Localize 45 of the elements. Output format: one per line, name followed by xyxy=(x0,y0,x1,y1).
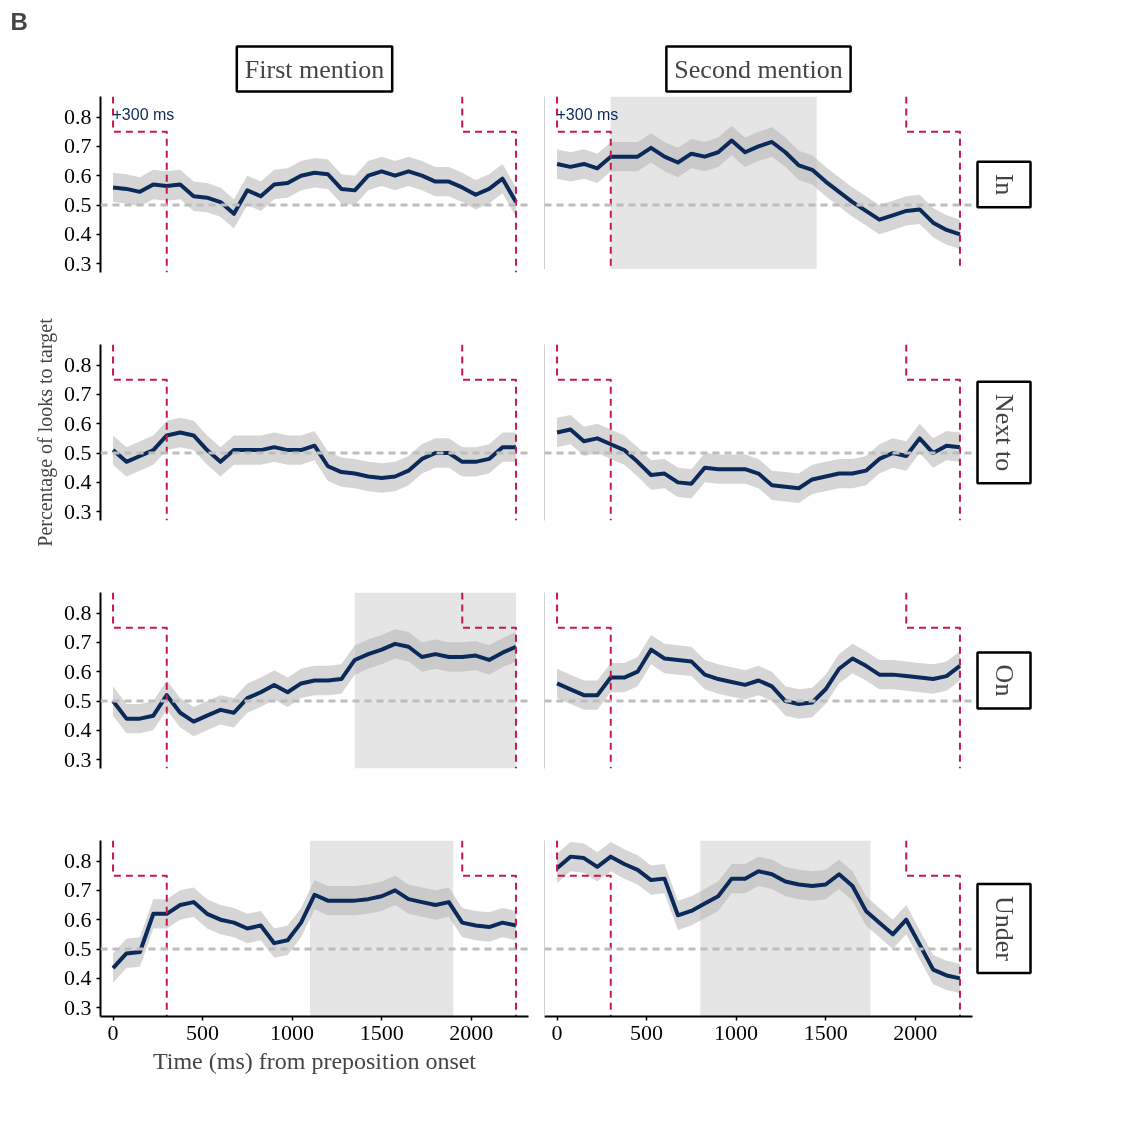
y-tick-label: 0.5 xyxy=(64,688,92,714)
x-tick-label: 0 xyxy=(107,1019,119,1045)
y-tick-label: 0.7 xyxy=(64,629,92,655)
x-tick-label: 1000 xyxy=(270,1019,315,1045)
y-tick-label: 0.7 xyxy=(64,381,92,407)
x-axis-title: Time (ms) from preposition onset xyxy=(152,1047,477,1074)
x-tick-label: 0 xyxy=(551,1019,563,1045)
y-tick-label: 0.4 xyxy=(64,221,92,247)
y-tick-label: 0.7 xyxy=(64,877,92,903)
x-tick-label: 2000 xyxy=(893,1019,938,1045)
y2-axis-title: On xyxy=(989,664,1019,697)
x-tick-label: 500 xyxy=(630,1019,664,1045)
y-tick-label: 0.3 xyxy=(64,250,92,276)
x-tick-label: 1000 xyxy=(714,1019,759,1045)
y2-axis-title: Under xyxy=(989,896,1019,962)
y-tick-label: 0.6 xyxy=(64,410,92,436)
y-tick-label: 0.8 xyxy=(64,600,92,626)
y-tick-label: 0.5 xyxy=(64,936,92,962)
y2-axis-title: Next to xyxy=(989,393,1019,472)
y-tick-label: 0.6 xyxy=(64,162,92,188)
annotation: +300 ms xyxy=(112,106,175,123)
x-tick-label: 2000 xyxy=(449,1019,494,1045)
y-tick-label: 0.6 xyxy=(64,658,92,684)
chart-title: Second mention xyxy=(674,54,843,84)
y-tick-label: 0.3 xyxy=(64,994,92,1020)
x-tick-label: 1500 xyxy=(359,1019,404,1045)
y-tick-label: 0.6 xyxy=(64,906,92,932)
y-tick-label: 0.3 xyxy=(64,498,92,524)
y-tick-label: 0.4 xyxy=(64,717,92,743)
y-tick-label: 0.3 xyxy=(64,746,92,772)
chart-title: First mention xyxy=(244,54,385,84)
y-tick-label: 0.5 xyxy=(64,192,92,218)
y-tick-label: 0.5 xyxy=(64,440,92,466)
x-tick-label: 500 xyxy=(186,1019,220,1045)
y2-axis-title: In xyxy=(989,173,1019,196)
annotation: +300 ms xyxy=(556,106,619,123)
y-tick-label: 0.8 xyxy=(64,104,92,130)
y-axis-title: Percentage of looks to target xyxy=(34,317,57,547)
y-tick-label: 0.8 xyxy=(64,352,92,378)
y-tick-label: 0.7 xyxy=(64,133,92,159)
x-tick-label: 1500 xyxy=(803,1019,848,1045)
y-tick-label: 0.4 xyxy=(64,469,92,495)
text: B xyxy=(10,7,28,35)
y-tick-label: 0.4 xyxy=(64,965,92,991)
y-tick-label: 0.8 xyxy=(64,848,92,874)
